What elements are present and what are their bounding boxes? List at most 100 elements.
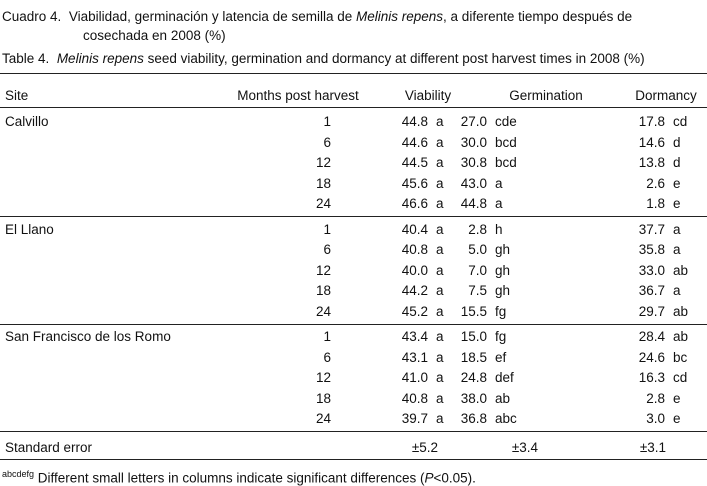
months: 6 (323, 134, 331, 150)
column-header: Site (5, 88, 29, 103)
months: 12 (315, 155, 331, 171)
months: 18 (315, 283, 331, 299)
letters: bcd (495, 134, 517, 150)
letters: a (436, 303, 444, 319)
se-value: ±3.1 (639, 440, 666, 455)
letters: cd (673, 370, 688, 386)
value: 35.8 (638, 242, 665, 258)
letters: a (436, 329, 444, 344)
letters: cd (673, 114, 688, 129)
months: 1 (323, 221, 331, 237)
value: 38.0 (460, 390, 487, 406)
caption-label: Cuadro 4. (2, 9, 62, 24)
months: 6 (323, 349, 331, 365)
se-label: Standard error (5, 440, 93, 455)
letters: e (673, 175, 681, 191)
site: San Francisco de los Romo (5, 329, 171, 344)
rule (0, 107, 707, 108)
months: 6 (323, 242, 331, 258)
footnote-mark: abcdefg (2, 469, 35, 479)
letters: e (673, 196, 681, 212)
months: 24 (315, 303, 331, 319)
letters: e (673, 390, 681, 406)
value: 40.4 (401, 221, 428, 237)
footnote-text: <0.05). (433, 470, 476, 486)
value: 43.4 (401, 329, 428, 344)
letters: e (673, 411, 681, 427)
value: 7.5 (468, 283, 487, 299)
site: El Llano (5, 221, 54, 237)
caption-es: Cuadro 4. Viabilidad, germinación y late… (2, 9, 632, 25)
months: 24 (315, 411, 331, 427)
letters: ab (673, 303, 689, 319)
value: 44.8 (401, 114, 428, 129)
letters: ab (673, 262, 689, 278)
value: 44.8 (460, 196, 487, 212)
letters: ab (673, 329, 689, 344)
letters: a (436, 242, 444, 258)
value: 24.6 (638, 349, 665, 365)
months: 24 (315, 196, 331, 212)
rule (0, 73, 707, 74)
caption-text: , a diferente tiempo después de (443, 9, 633, 24)
value: 16.3 (638, 370, 665, 386)
value: 37.7 (638, 221, 665, 237)
se-value: ±5.2 (411, 440, 438, 455)
value: 33.0 (638, 262, 665, 278)
value: 36.7 (638, 283, 665, 299)
footnote: abcdefg Different small letters in colum… (2, 466, 476, 486)
letters: a (436, 411, 444, 427)
column-header: Months post harvest (237, 88, 359, 103)
value: 2.8 (646, 390, 665, 406)
rule (0, 431, 707, 432)
rule (0, 459, 707, 460)
months: 1 (323, 114, 331, 129)
letters: a (436, 390, 444, 406)
letters: a (673, 242, 681, 258)
value: 30.8 (460, 155, 487, 171)
letters: fg (495, 329, 507, 344)
value: 27.0 (460, 114, 487, 129)
value: 28.4 (638, 329, 665, 344)
letters: a (436, 114, 444, 129)
value: 36.8 (460, 411, 487, 427)
value: 24.8 (460, 370, 487, 386)
caption-en: Table 4. Melinis repens seed viability, … (2, 51, 645, 67)
value: 15.0 (460, 329, 487, 344)
caption-label: Table 4. (2, 51, 50, 66)
value: 40.0 (401, 262, 428, 278)
value: 14.6 (638, 134, 665, 150)
footnote-text: Different small letters in columns indic… (37, 470, 425, 486)
letters: a (436, 134, 444, 150)
site: Calvillo (5, 114, 49, 129)
value: 39.7 (401, 411, 428, 427)
letters: ab (495, 390, 511, 406)
value: 30.0 (460, 134, 487, 150)
letters: a (436, 283, 444, 299)
species: Melinis repens (56, 51, 144, 66)
letters: d (673, 155, 681, 171)
letters: gh (495, 283, 511, 299)
months: 12 (315, 262, 331, 278)
letters: a (673, 221, 681, 237)
column-header: Viability (404, 88, 452, 103)
letters: bcd (495, 155, 517, 171)
value: 43.0 (460, 175, 487, 191)
letters: cde (495, 114, 517, 129)
column-header: Dormancy (635, 88, 697, 103)
value: 44.2 (401, 283, 428, 299)
letters: a (673, 283, 681, 299)
months: 12 (315, 370, 331, 386)
letters: h (495, 221, 503, 237)
value: 7.0 (468, 262, 487, 278)
rule (0, 323, 707, 325)
months: 1 (323, 329, 331, 344)
value: 13.8 (638, 155, 665, 171)
letters: a (436, 349, 444, 365)
letters: ef (495, 349, 507, 365)
letters: a (436, 221, 444, 237)
letters: a (436, 196, 444, 212)
value: 44.6 (401, 134, 428, 150)
value: 1.8 (646, 196, 665, 212)
